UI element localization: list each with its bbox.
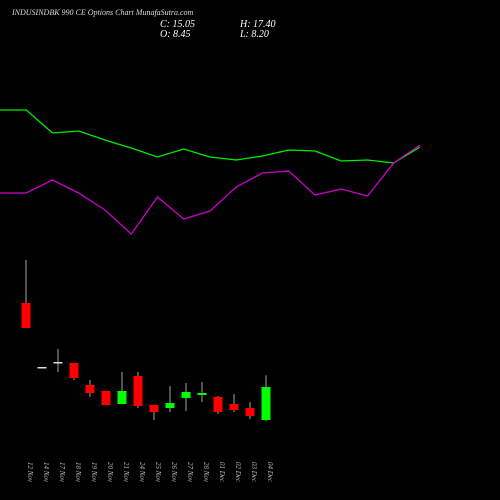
x-tick-label: 14 Nov: [42, 462, 50, 483]
x-tick-label: 03 Dec: [250, 462, 258, 483]
line-series: [0, 109, 421, 164]
x-tick-label: 24 Nov: [138, 462, 146, 483]
candle-body: [37, 367, 47, 369]
x-tick-label: 04 Dec: [266, 462, 274, 483]
x-tick-label: 26 Nov: [170, 462, 178, 483]
candle-body: [149, 405, 159, 412]
candle-body: [53, 362, 63, 364]
open-label: O: 8.45: [160, 29, 191, 40]
candle-body: [101, 391, 111, 405]
candle-body: [133, 376, 143, 406]
candle-body: [85, 385, 95, 393]
x-tick-label: 19 Nov: [90, 462, 98, 483]
x-tick-label: 28 Nov: [202, 462, 210, 483]
chart-title: INDUSINDBK 990 CE Options Chart MunafaSu…: [11, 8, 194, 17]
candle-body: [21, 303, 31, 328]
candle-body: [229, 404, 239, 410]
low-label: L: 8.20: [239, 29, 269, 40]
x-tick-label: 01 Dec: [218, 462, 226, 483]
close-label: C: 15.05: [160, 19, 195, 30]
candle-body: [245, 408, 255, 416]
line-series: [0, 144, 421, 235]
x-tick-label: 12 Nov: [26, 462, 34, 483]
x-tick-label: 25 Nov: [154, 462, 162, 483]
candle-body: [69, 363, 79, 378]
candle-body: [117, 391, 127, 404]
high-label: H: 17.40: [239, 19, 276, 30]
x-tick-label: 27 Nov: [186, 462, 194, 483]
x-tick-label: 20 Nov: [106, 462, 114, 483]
candle-body: [197, 393, 207, 395]
candle-body: [165, 403, 175, 408]
candle-body: [213, 397, 223, 412]
x-tick-label: 21 Nov: [122, 462, 130, 483]
x-tick-label: 17 Nov: [58, 462, 66, 483]
x-tick-label: 18 Nov: [74, 462, 82, 483]
candle-body: [181, 392, 191, 398]
x-tick-label: 02 Dec: [234, 462, 242, 483]
candle-body: [261, 387, 271, 420]
